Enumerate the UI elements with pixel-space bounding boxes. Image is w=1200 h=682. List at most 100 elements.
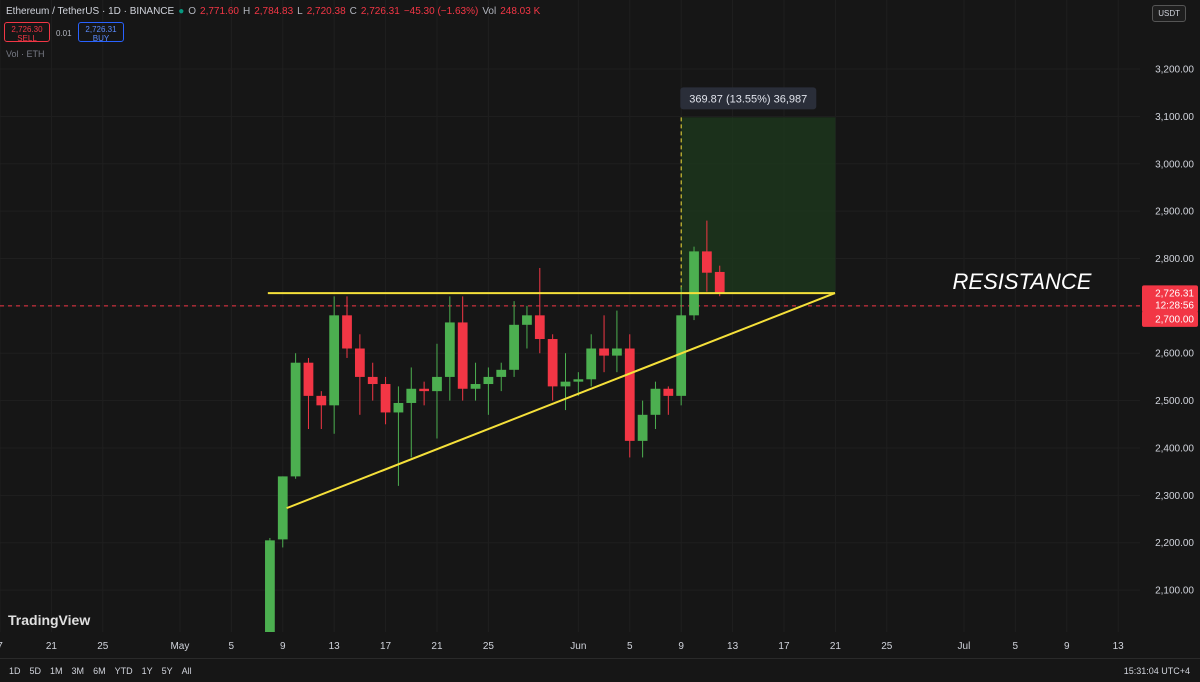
y-tick-label: 3,200.00: [1155, 65, 1194, 76]
candle-body: [676, 315, 687, 396]
y-tick-label: 2,900.00: [1155, 207, 1194, 218]
symbol[interactable]: Ethereum / TetherUS · 1D · BINANCE: [6, 6, 175, 17]
x-tick-label: 17: [778, 641, 790, 652]
candle-body: [342, 315, 352, 349]
legend-row: Ethereum / TetherUS · 1D · BINANCE ● O 2,…: [6, 6, 540, 17]
price-label: 2,726.31: [1155, 288, 1194, 299]
ohlc-value: 2,720.38: [306, 6, 346, 17]
candle-body: [354, 348, 365, 377]
timeframe-button[interactable]: 3M: [71, 666, 85, 676]
volume-indicator[interactable]: Vol · ETH: [6, 49, 45, 59]
candle-body: [689, 251, 699, 316]
candle-body: [316, 395, 327, 406]
quantity: 0.01: [56, 29, 72, 38]
x-tick-label: 13: [329, 641, 341, 652]
status-dot: ●: [178, 6, 185, 17]
timeframe-button[interactable]: 5Y: [161, 666, 173, 676]
ohlc-key: H: [242, 6, 251, 17]
candle-body: [637, 414, 648, 441]
timeframe-button[interactable]: All: [181, 666, 192, 676]
candle-body: [573, 379, 584, 382]
level-label-bg: [1142, 310, 1198, 327]
x-tick-label: 7: [0, 641, 3, 652]
candle-body: [432, 376, 442, 392]
sell-price: 2,726.30: [11, 25, 43, 34]
timeframe-button[interactable]: 5D: [29, 666, 42, 676]
candle-body: [534, 315, 545, 340]
candle-body: [701, 251, 712, 273]
candle-body: [470, 384, 481, 389]
measure-label-bg: [680, 87, 817, 110]
candle-body: [714, 271, 725, 294]
timeframe-button[interactable]: YTD: [114, 666, 133, 676]
timeframe-button[interactable]: 1D: [9, 666, 21, 676]
y-tick-label: 2,600.00: [1155, 349, 1194, 360]
candle-body: [367, 376, 378, 385]
bottom-toolbar: 1D 5D 1M 3M 6M YTD 1Y 5Y All 15:31:04 UTC+4: [0, 658, 1200, 682]
candle-body: [624, 348, 635, 441]
axes: 2,100.00 2,200.00 2,300.00 2,400.00 2,500.00…: [0, 65, 1198, 652]
sell-label: SELL: [17, 34, 37, 43]
timeframe-button[interactable]: 6M: [93, 666, 106, 676]
y-tick-label: 2,100.00: [1155, 586, 1194, 597]
x-tick-label: May: [170, 641, 189, 652]
x-tick-label: 17: [380, 641, 392, 652]
measure-label: 369.87 (13.55%) 36,987: [689, 93, 807, 105]
x-tick-label: 9: [280, 641, 286, 652]
x-tick-label: Jul: [958, 641, 971, 652]
y-tick-label: 2,800.00: [1155, 254, 1194, 265]
annotation: RESISTANCE: [953, 269, 1092, 294]
buy-label: BUY: [92, 34, 110, 43]
logo: TradingView: [8, 612, 91, 628]
candle-body: [509, 324, 519, 370]
candle-body: [290, 362, 301, 477]
ohlc-value: 2,771.60: [200, 6, 239, 17]
grid: [0, 0, 1140, 632]
candle-body: [457, 322, 468, 389]
x-tick-label: 9: [1064, 641, 1070, 652]
x-tick-label: 25: [483, 641, 495, 652]
candle-body: [599, 348, 609, 356]
trend-line: [286, 292, 836, 510]
timeframe-button[interactable]: 1Y: [141, 666, 153, 676]
candle-body: [522, 315, 532, 325]
level-label: 2,700.00: [1155, 314, 1194, 325]
candle-body: [303, 362, 314, 396]
y-tick-label: 3,000.00: [1155, 159, 1194, 170]
y-tick-label: 2,400.00: [1155, 443, 1194, 454]
candle-body: [329, 315, 340, 406]
candle-body: [483, 376, 494, 385]
candle-body: [277, 476, 288, 540]
x-tick-label: 5: [627, 641, 633, 652]
candle-body: [419, 388, 430, 392]
x-tick-label: Jun: [570, 641, 586, 652]
buy-button[interactable]: 2,726.31 BUY: [78, 22, 124, 43]
candle-body: [547, 339, 558, 387]
ohlc-key: L: [297, 6, 303, 17]
currency-button[interactable]: USDT: [1152, 5, 1186, 22]
plot-area: 369.87 (13.55%) 36,987: [0, 87, 1140, 632]
x-tick-label: 21: [46, 641, 58, 652]
ohlc-value: 2,784.83: [254, 6, 294, 17]
x-tick-label: 9: [678, 641, 684, 652]
candle-body: [444, 322, 455, 377]
candle-body: [586, 348, 597, 380]
x-tick-label: 5: [229, 641, 235, 652]
timeframe-button[interactable]: 1M: [50, 666, 63, 676]
candle-body: [663, 388, 674, 396]
x-tick-label: 21: [830, 641, 842, 652]
y-tick-label: 2,200.00: [1155, 538, 1194, 549]
countdown: 12:28:56: [1155, 300, 1194, 311]
candle-body: [406, 388, 417, 403]
change: −45.30 (−1.63%): [403, 6, 479, 17]
y-tick-label: 2,500.00: [1155, 396, 1194, 407]
x-tick-label: 13: [1113, 641, 1125, 652]
candle-body: [496, 369, 507, 377]
sell-button[interactable]: 2,726.30 SELL: [4, 22, 50, 43]
candle-body: [380, 384, 391, 413]
vol-value: 248.03 K: [500, 6, 541, 17]
y-tick-label: 3,100.00: [1155, 112, 1194, 123]
x-tick-label: 21: [431, 641, 443, 652]
